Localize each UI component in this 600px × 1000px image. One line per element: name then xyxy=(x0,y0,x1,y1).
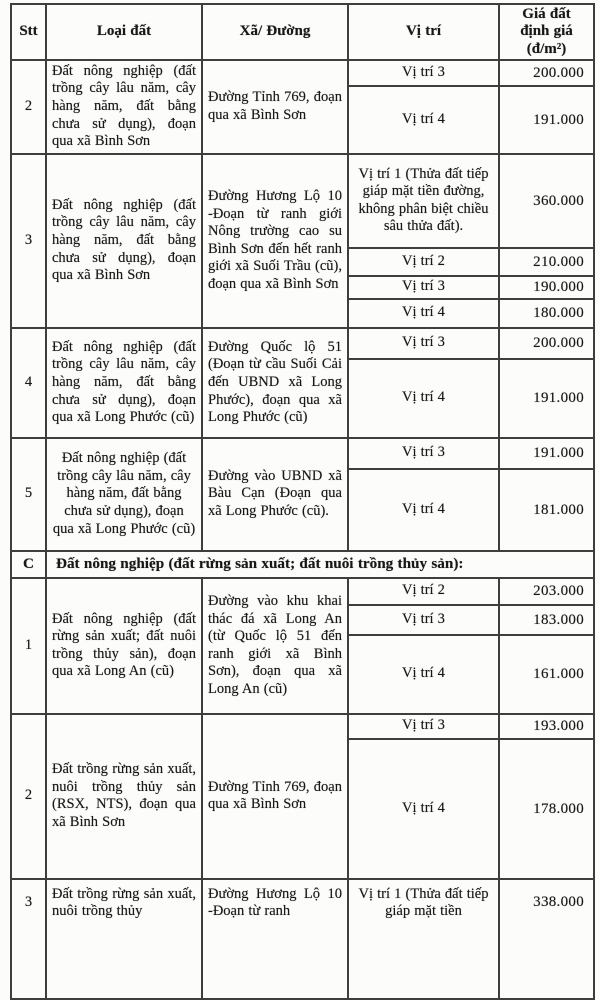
price-cell: 190.000 xyxy=(498,274,595,300)
vi-tri-cell: Vị trí 3 xyxy=(347,712,500,740)
header-cell-vi-tri: Vị trí xyxy=(347,3,500,61)
gia-header-line2: định giá xyxy=(520,23,573,40)
vi-tri-cell: Vị trí 3 xyxy=(347,274,500,300)
row-stt: 3 xyxy=(10,152,47,329)
section-header-row: C Đất nông nghiệp (đất rừng sản xuất; đấ… xyxy=(10,549,595,579)
gia-header-line3: (đ/m²) xyxy=(526,40,567,57)
loai-dat-cell: Đất nông nghiệp (đất rừng sản xuất; đất … xyxy=(45,576,203,715)
vi-tri-cell: Vị trí 3 xyxy=(347,58,500,87)
loai-dat-cell: Đất nông nghiệp (đất trồng cây lâu năm, … xyxy=(45,436,203,552)
price-cell: 193.000 xyxy=(498,712,595,740)
section-title: Đất nông nghiệp (đất rừng sản xuất; đất … xyxy=(45,549,595,579)
table-row: 2 Đất nông nghiệp (đất trồng cây lâu năm… xyxy=(10,58,595,155)
vi-tri-cell: Vị trí 4 xyxy=(347,633,500,715)
price-cell: 161.000 xyxy=(498,633,595,715)
price-cell: 200.000 xyxy=(498,326,595,360)
table-row: 5 Đất nông nghiệp (đất trồng cây lâu năm… xyxy=(10,436,595,552)
vi-tri-cell: Vị trí 4 xyxy=(347,467,500,552)
xa-duong-cell: Đường Hương Lộ 10 -Đoạn từ ranh giới Nôn… xyxy=(201,152,349,329)
gia-header-line1: Giá đất xyxy=(522,6,571,22)
price-cell: 203.000 xyxy=(498,576,595,606)
vi-tri-cell: Vị trí 2 xyxy=(347,246,500,277)
table-row: Vị trí 4 191.000 xyxy=(11,357,595,439)
price-cell: 360.000 xyxy=(498,152,595,249)
row-stt: 2 xyxy=(10,58,47,155)
loai-dat-cell: Đất trồng rừng sản xuất, nuôi trồng thủy… xyxy=(45,712,203,880)
xa-duong-cell: Đường Quốc lộ 51 (Đoạn từ cầu Suối Cải đ… xyxy=(201,326,349,439)
section-letter: C xyxy=(10,549,47,579)
loai-dat-cell: Đất nông nghiệp (đất trồng cây lâu năm, … xyxy=(45,58,203,155)
table-row-truncated: 3 Đất trồng rừng sản xuất, nuôi trồng th… xyxy=(10,877,595,1000)
loai-dat-cell: Đất nông nghiệp (đất trồng cây lâu năm, … xyxy=(45,152,203,329)
table-row: 3 Đất nông nghiệp (đất trồng cây lâu năm… xyxy=(10,152,595,329)
table-row: Vị trí 4 191.000 xyxy=(11,84,595,155)
price-cell: 191.000 xyxy=(498,357,595,439)
header-cell-loai-dat: Loại đất xyxy=(45,3,203,61)
price-cell: 178.000 xyxy=(498,737,595,880)
xa-duong-cell: Đường vào khu khai thác đá xã Long An (t… xyxy=(201,576,349,715)
header-cell-gia: Giá đất định giá (đ/m²) xyxy=(498,3,595,61)
loai-dat-cell: Đất nông nghiệp (đất trồng cây lâu năm, … xyxy=(45,326,203,439)
xa-duong-cell: Đường Hương Lộ 10 -Đoạn từ ranh xyxy=(201,877,349,1000)
vi-tri-cell: Vị trí 3 xyxy=(347,326,500,360)
table-row: 1 Đất nông nghiệp (đất rừng sản xuất; đấ… xyxy=(10,576,595,715)
price-cell: 200.000 xyxy=(498,58,595,87)
vi-tri-cell: Vị trí 1 (Thửa đất tiếp giáp mặt tiền xyxy=(347,877,500,1000)
table-row: Vị trí 3 183.000 xyxy=(11,603,595,636)
table-row: Vị trí 4 180.000 xyxy=(11,297,595,329)
scanned-document-page: { "colors": { "page_background": "#fcfcf… xyxy=(10,3,595,1000)
vi-tri-cell: Vị trí 4 xyxy=(347,84,500,155)
row-stt: 2 xyxy=(10,712,47,880)
price-cell: 210.000 xyxy=(498,246,595,277)
vi-tri-cell: Vị trí 3 xyxy=(347,603,500,636)
header-cell-xa-duong: Xã/ Đường xyxy=(201,3,349,61)
table-header-row: Stt Loại đất Xã/ Đường Vị trí Giá đất đị… xyxy=(10,3,595,61)
row-stt: 3 xyxy=(10,877,47,1000)
vi-tri-cell: Vị trí 1 (Thửa đất tiếp giáp mặt tiền đư… xyxy=(347,152,500,249)
row-stt: 1 xyxy=(10,576,47,715)
table-row: Vị trí 3 190.000 xyxy=(11,274,595,300)
row-stt: 5 xyxy=(10,436,47,552)
vi-tri-cell: Vị trí 2 xyxy=(347,576,500,606)
row-stt: 4 xyxy=(10,326,47,439)
price-cell: 191.000 xyxy=(498,84,595,155)
price-cell: 191.000 xyxy=(498,436,595,470)
table-row: Vị trí 4 161.000 xyxy=(11,633,595,715)
price-cell: 338.000 xyxy=(498,877,595,1000)
vi-tri-cell: Vị trí 4 xyxy=(347,357,500,439)
xa-duong-cell: Đường Tỉnh 769, đoạn qua xã Bình Sơn xyxy=(201,58,349,155)
vi-tri-cell: Vị trí 4 xyxy=(347,297,500,329)
xa-duong-cell: Đường vào UBND xã Bàu Cạn (Đoạn qua xã L… xyxy=(201,436,349,552)
table-row: Vị trí 2 210.000 xyxy=(11,246,595,277)
loai-dat-cell: Đất trồng rừng sản xuất, nuôi trồng thủy xyxy=(45,877,203,1000)
table-row: Vị trí 4 178.000 xyxy=(11,737,595,880)
table-row: Vị trí 4 181.000 xyxy=(11,467,595,552)
table-row: 4 Đất nông nghiệp (đất trồng cây lâu năm… xyxy=(10,326,595,439)
price-cell: 180.000 xyxy=(498,297,595,329)
price-cell: 183.000 xyxy=(498,603,595,636)
price-cell: 181.000 xyxy=(498,467,595,552)
xa-duong-cell: Đường Tỉnh 769, đoạn qua xã Bình Sơn xyxy=(201,712,349,880)
vi-tri-cell: Vị trí 4 xyxy=(347,737,500,880)
header-cell-stt: Stt xyxy=(10,3,47,61)
table-row: 2 Đất trồng rừng sản xuất, nuôi trồng th… xyxy=(10,712,595,880)
vi-tri-cell: Vị trí 3 xyxy=(347,436,500,470)
land-price-table: Stt Loại đất Xã/ Đường Vị trí Giá đất đị… xyxy=(10,3,595,1000)
